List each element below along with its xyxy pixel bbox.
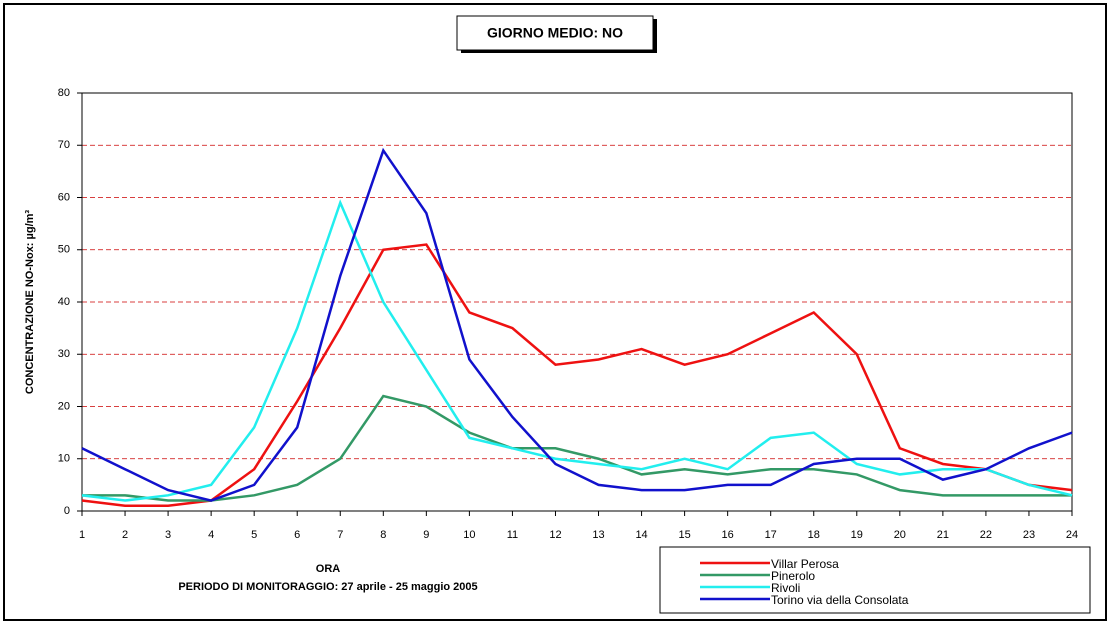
x-tick-label: 23: [1023, 529, 1035, 541]
x-tick-label: 11: [507, 529, 518, 541]
legend-label: Rivoli: [771, 581, 800, 595]
y-tick-label: 60: [58, 191, 70, 203]
x-tick-label: 6: [294, 529, 300, 541]
x-tick-label: 8: [380, 529, 386, 541]
y-tick-label: 70: [58, 139, 70, 151]
subtitle: PERIODO DI MONITORAGGIO: 27 aprile - 25 …: [178, 581, 477, 593]
x-tick-label: 19: [851, 529, 863, 541]
series-line: [81, 147, 1073, 502]
title-box: [456, 15, 654, 51]
legend-box: [659, 546, 1091, 614]
y-axis-label: CONCENTRAZIONE NO-Nox: µg/m³: [24, 210, 36, 395]
x-tick-label: 5: [251, 529, 257, 541]
x-tick-label: 9: [423, 529, 429, 541]
x-tick-label: 10: [463, 529, 475, 541]
y-tick-label: 40: [58, 296, 70, 308]
series-line: [81, 243, 1073, 508]
x-tick-label: 2: [122, 529, 128, 541]
x-tick-label: 4: [208, 529, 214, 541]
legend-label: Villar Perosa: [771, 557, 839, 571]
x-tick-label: 12: [549, 529, 561, 541]
legend-label: Torino via della Consolata: [771, 593, 909, 607]
y-tick-label: 0: [64, 505, 70, 517]
y-tick-label: 30: [58, 348, 70, 360]
x-tick-label: 21: [937, 529, 949, 541]
x-tick-label: 13: [592, 529, 604, 541]
x-tick-label: 17: [765, 529, 777, 541]
series-line: [81, 199, 1073, 502]
x-tick-label: 15: [678, 529, 690, 541]
plot-frame: [81, 92, 1073, 512]
x-tick-label: 20: [894, 529, 906, 541]
legend-label: Pinerolo: [771, 569, 815, 583]
x-tick-label: 14: [635, 529, 647, 541]
x-tick-label: 24: [1066, 529, 1078, 541]
x-tick-label: 18: [808, 529, 820, 541]
x-tick-label: 16: [722, 529, 734, 541]
chart-title: GIORNO MEDIO: NO: [487, 25, 623, 41]
x-axis-label: ORA: [316, 563, 341, 575]
y-tick-label: 10: [58, 453, 70, 465]
x-tick-label: 1: [79, 529, 85, 541]
x-tick-label: 7: [337, 529, 343, 541]
y-tick-label: 20: [58, 400, 70, 412]
x-tick-label: 22: [980, 529, 992, 541]
y-tick-label: 50: [58, 244, 70, 256]
y-tick-label: 80: [58, 87, 70, 99]
x-tick-label: 3: [165, 529, 171, 541]
series-line: [82, 394, 1072, 502]
outer-frame: [3, 3, 1107, 621]
